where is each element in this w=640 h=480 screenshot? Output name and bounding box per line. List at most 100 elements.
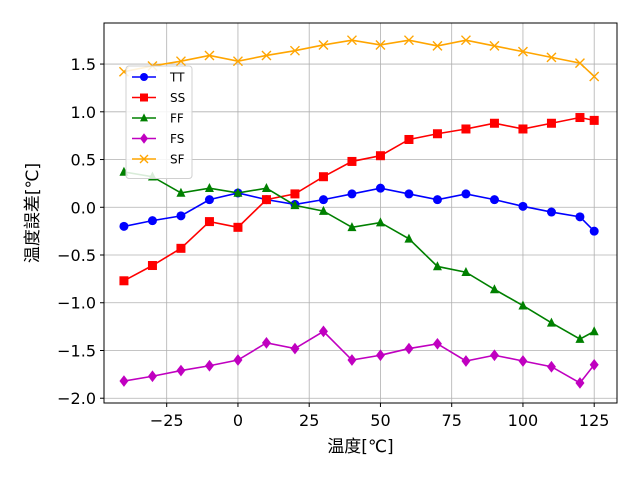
legend-marker-sf bbox=[139, 154, 149, 164]
legend-item-fs: FS bbox=[132, 132, 184, 146]
data-point-fs bbox=[233, 354, 243, 366]
y-tick-label: −1.5 bbox=[57, 341, 96, 360]
data-point-fs bbox=[575, 377, 585, 389]
data-point-fs bbox=[176, 364, 186, 377]
data-point-ss bbox=[575, 113, 585, 123]
data-point-ff bbox=[318, 205, 328, 215]
data-point-fs bbox=[461, 355, 471, 367]
data-point-tt bbox=[347, 189, 357, 199]
data-point-ff bbox=[233, 187, 243, 197]
data-point-sf bbox=[517, 46, 528, 57]
data-point-ss bbox=[318, 172, 328, 182]
legend-label-sf: SF bbox=[170, 153, 185, 167]
series-ss bbox=[119, 113, 599, 286]
x-tick-label: 125 bbox=[579, 411, 610, 430]
series-line-tt bbox=[123, 187, 595, 232]
data-point-ff bbox=[575, 333, 585, 343]
plot-area-frame bbox=[103, 22, 618, 404]
series-fs bbox=[119, 325, 599, 389]
data-point-sf bbox=[432, 40, 443, 51]
data-point-fs bbox=[147, 370, 157, 383]
legend-label-fs: FS bbox=[170, 132, 184, 146]
data-point-tt bbox=[375, 183, 385, 193]
data-point-ss bbox=[204, 217, 214, 227]
data-point-tt bbox=[575, 212, 585, 222]
data-point-fs bbox=[261, 336, 271, 349]
data-point-sf bbox=[460, 35, 471, 46]
data-point-ff bbox=[404, 233, 414, 243]
data-point-tt bbox=[176, 211, 186, 221]
data-point-ss bbox=[233, 222, 243, 232]
data-point-ff bbox=[290, 200, 300, 210]
data-point-sf bbox=[403, 35, 414, 46]
data-point-ss bbox=[461, 124, 471, 134]
data-point-sf bbox=[261, 50, 272, 61]
data-point-ss bbox=[432, 129, 442, 139]
data-point-fs bbox=[546, 360, 556, 373]
legend-label-ff: FF bbox=[170, 112, 184, 126]
data-point-tt bbox=[147, 216, 157, 226]
series-layer bbox=[118, 35, 600, 389]
data-point-ss bbox=[546, 118, 556, 128]
data-point-sf bbox=[546, 52, 557, 63]
legend-label-tt: TT bbox=[169, 71, 185, 85]
data-point-tt bbox=[518, 201, 528, 211]
data-point-ff bbox=[176, 187, 186, 197]
data-point-ss bbox=[290, 189, 300, 199]
data-point-ff bbox=[461, 267, 471, 277]
data-point-ss bbox=[375, 151, 385, 161]
data-point-tt bbox=[489, 195, 499, 205]
x-tick-label: 100 bbox=[508, 411, 539, 430]
data-point-ff bbox=[589, 326, 599, 336]
series-line-sf bbox=[123, 39, 595, 78]
y-tick-label: −0.5 bbox=[57, 246, 96, 265]
data-point-ss bbox=[347, 156, 357, 166]
series-ff bbox=[119, 166, 599, 343]
data-point-sf bbox=[289, 45, 300, 56]
data-point-ff bbox=[489, 284, 499, 294]
data-point-sf bbox=[318, 39, 329, 50]
data-point-ff bbox=[261, 183, 271, 193]
data-point-fs bbox=[318, 325, 328, 338]
data-point-tt bbox=[119, 221, 129, 231]
x-tick-label: 0 bbox=[233, 411, 243, 430]
data-point-sf bbox=[489, 40, 500, 51]
legend-marker-tt bbox=[140, 73, 148, 81]
legend: TT SS FF FS SF bbox=[125, 65, 193, 179]
data-point-ss bbox=[518, 124, 528, 134]
data-point-tt bbox=[404, 189, 414, 199]
data-point-ss bbox=[589, 115, 599, 125]
legend-label-ss: SS bbox=[170, 91, 185, 105]
data-point-ss bbox=[176, 243, 186, 253]
data-point-fs bbox=[119, 375, 129, 387]
legend-item-tt: TT bbox=[132, 71, 185, 85]
data-point-fs bbox=[347, 354, 357, 366]
data-point-fs bbox=[204, 359, 214, 372]
x-tick-label: 75 bbox=[442, 411, 462, 430]
data-point-sf bbox=[232, 56, 243, 67]
axis-ticks: −25 0 25 50 75 100 125 −2.0 −1.5 −1.0 −0.5 0.0 0.5 1.… bbox=[57, 55, 609, 430]
data-point-fs bbox=[290, 342, 300, 355]
data-point-ff bbox=[375, 217, 385, 227]
y-tick-label: 1.0 bbox=[71, 103, 96, 122]
data-point-ss bbox=[147, 261, 157, 271]
data-point-ff bbox=[518, 300, 528, 310]
data-point-fs bbox=[432, 337, 442, 350]
data-point-ff bbox=[546, 317, 556, 327]
x-tick-label: 25 bbox=[299, 411, 319, 430]
data-point-sf bbox=[589, 71, 600, 82]
data-point-fs bbox=[589, 358, 599, 371]
series-line-ff bbox=[123, 171, 595, 340]
data-point-ff bbox=[347, 222, 357, 232]
series-line-ss bbox=[123, 116, 595, 282]
legend-marker-ff bbox=[140, 113, 148, 122]
y-axis-label: 温度誤差[℃] bbox=[23, 163, 43, 263]
data-point-sf bbox=[574, 58, 585, 69]
data-point-sf bbox=[375, 39, 386, 50]
legend-item-ss: SS bbox=[132, 91, 185, 105]
x-tick-label: −25 bbox=[150, 411, 184, 430]
legend-item-ff: FF bbox=[132, 112, 184, 126]
data-point-tt bbox=[204, 195, 214, 205]
data-point-sf bbox=[204, 50, 215, 61]
